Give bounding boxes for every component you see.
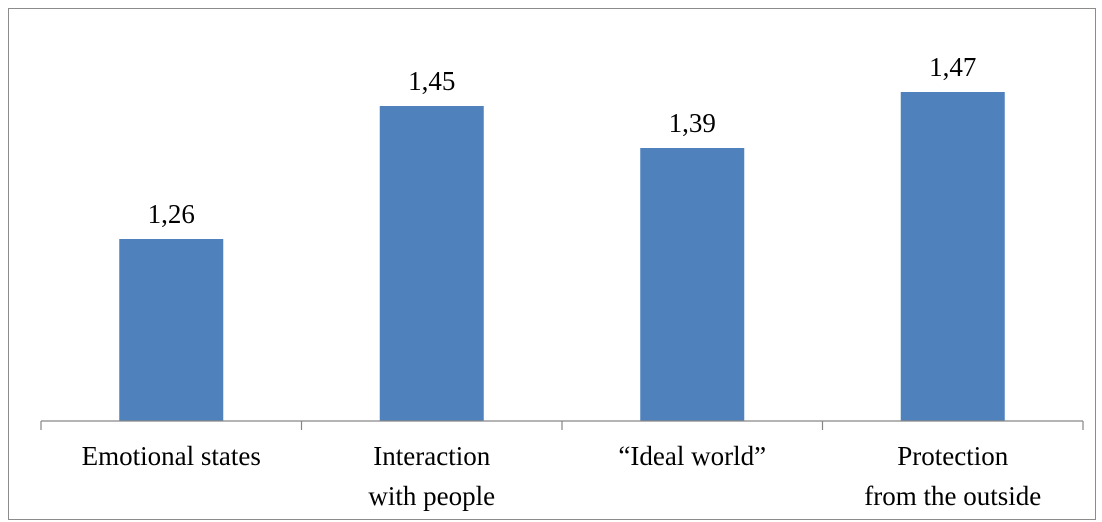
bar <box>119 239 224 421</box>
x-axis <box>40 420 1084 430</box>
x-tick-label: Emotional states <box>82 441 261 471</box>
data-label: 1,45 <box>408 66 455 96</box>
data-label: 1,47 <box>929 52 976 82</box>
bar <box>900 92 1005 421</box>
x-tick-label: “Ideal world” <box>618 441 766 471</box>
bar <box>640 148 745 421</box>
x-tick-label: Interaction with people <box>368 441 495 511</box>
data-label: 1,39 <box>669 108 716 138</box>
labels-group: 1,26 Emotional states 1,45 Interaction with … <box>82 52 1042 511</box>
bars-group <box>119 92 1005 421</box>
x-tick-label: Protection from the outside <box>864 441 1041 511</box>
bar <box>379 106 484 421</box>
data-label: 1,26 <box>148 199 195 229</box>
